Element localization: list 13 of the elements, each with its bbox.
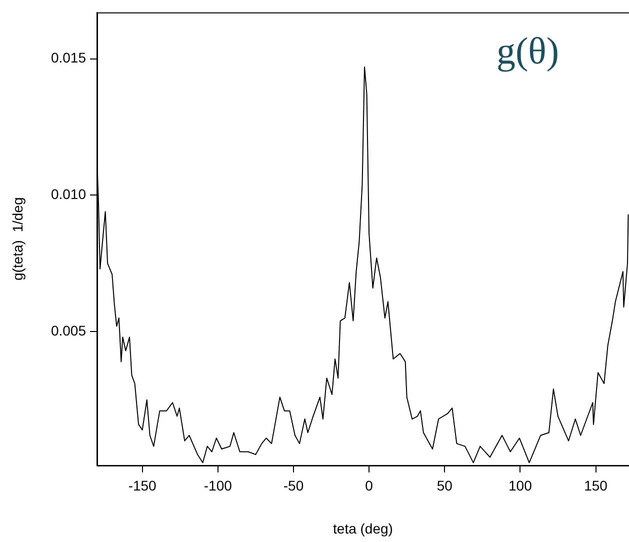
text: g(θ) xyxy=(496,30,559,72)
x-tick-label: -50 xyxy=(283,478,304,494)
x-tick-label: 50 xyxy=(436,478,453,494)
y-tick-label: 0.010 xyxy=(50,186,86,202)
x-tick-label: 150 xyxy=(584,478,608,494)
y-tick-label: 0.005 xyxy=(50,322,86,339)
y-tick-label: 0.015 xyxy=(50,50,86,66)
x-tick-label: -150 xyxy=(128,478,157,494)
y-axis-title: g(teta) 1/deg xyxy=(9,197,26,281)
x-axis-title: teta (deg) xyxy=(333,520,393,536)
x-tick-label: 0 xyxy=(365,478,374,494)
x-tick-label: -100 xyxy=(204,478,232,494)
x-tick-label: 100 xyxy=(508,478,532,494)
